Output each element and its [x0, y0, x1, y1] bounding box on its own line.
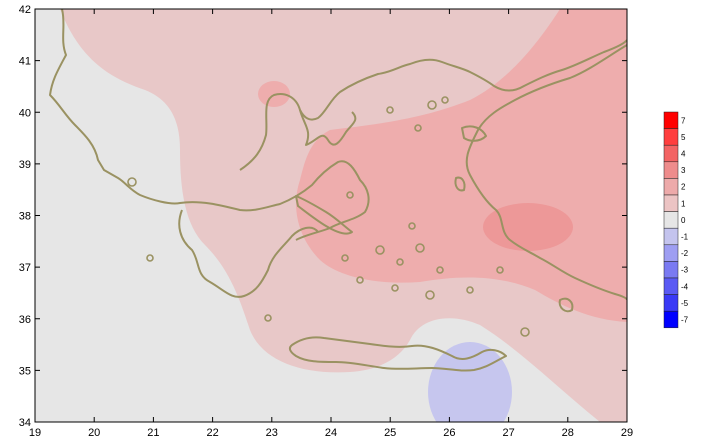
island — [386, 106, 394, 114]
legend-label: 7 — [681, 116, 686, 125]
x-tick-label: 26 — [443, 427, 455, 439]
legend-swatch — [663, 277, 679, 295]
island — [466, 286, 474, 294]
island — [396, 258, 404, 266]
y-tick-label: 41 — [19, 56, 31, 68]
y-tick-label: 39 — [19, 159, 31, 171]
x-tick-label: 21 — [147, 427, 159, 439]
x-tick-label: 22 — [206, 427, 218, 439]
x-tick-label: 25 — [384, 427, 396, 439]
island — [441, 96, 449, 104]
y-tick-label: 38 — [19, 211, 31, 223]
contour-field — [35, 9, 627, 422]
legend-swatch — [663, 178, 679, 196]
legend-swatch — [663, 144, 679, 163]
x-tick-label: 19 — [29, 427, 41, 439]
legend-label: 4 — [681, 150, 686, 159]
legend-label: -4 — [681, 282, 689, 291]
y-tick-label: 40 — [19, 107, 31, 119]
x-tick-label: 29 — [621, 427, 633, 439]
island — [436, 266, 444, 274]
field-negative-crete — [428, 342, 512, 422]
island — [427, 100, 437, 110]
legend-swatch — [663, 128, 679, 146]
legend-swatch — [663, 111, 679, 129]
coastline-chios — [454, 176, 466, 192]
coastline-chalkidiki — [299, 109, 357, 146]
island — [341, 254, 349, 262]
island — [415, 243, 425, 253]
legend-label: -1 — [681, 233, 689, 242]
field-level-3-east — [483, 203, 573, 251]
legend-label: -2 — [681, 249, 689, 258]
island — [520, 327, 530, 337]
x-tick-label: 23 — [266, 427, 278, 439]
island — [391, 284, 399, 292]
x-tick-label: 24 — [325, 427, 337, 439]
coastline-anatolia — [465, 44, 627, 301]
y-tick-label: 34 — [19, 417, 31, 429]
x-axis: 19 20 21 22 23 24 25 26 27 28 29 — [29, 9, 633, 439]
color-legend: 7 5 4 3 2 1 0 -1 -2 -3 -4 -5 -7 — [663, 111, 689, 329]
legend-swatch — [663, 161, 679, 179]
coastlines — [49, 9, 627, 372]
aegean-islands — [127, 96, 530, 337]
legend-label: 2 — [681, 183, 686, 192]
y-tick-label: 36 — [19, 314, 31, 326]
legend-swatch — [663, 310, 679, 329]
legend-label: -7 — [681, 316, 689, 325]
legend-swatch — [663, 244, 679, 262]
island — [414, 124, 422, 132]
coastline-evia — [295, 195, 353, 235]
legend-label: 5 — [681, 133, 686, 142]
coastline-lesvos — [461, 125, 487, 142]
coastline-peloponnese — [178, 209, 319, 298]
legend-swatch — [663, 194, 679, 212]
island — [375, 245, 385, 255]
y-axis: 34 35 36 37 38 39 40 41 42 — [19, 4, 627, 429]
island — [346, 191, 354, 199]
legend-label: -5 — [681, 299, 689, 308]
legend-swatch — [663, 227, 679, 246]
y-tick-label: 35 — [19, 365, 31, 377]
legend-label: 1 — [681, 199, 686, 208]
island — [146, 254, 154, 262]
x-tick-label: 27 — [502, 427, 514, 439]
y-tick-label: 37 — [19, 262, 31, 274]
legend-swatch — [663, 261, 679, 279]
legend-label: 3 — [681, 166, 686, 175]
legend-swatch — [663, 294, 679, 312]
island — [127, 177, 137, 187]
coastline-rhodes — [558, 297, 574, 313]
legend-label: 0 — [681, 216, 686, 225]
island — [408, 222, 416, 230]
island — [425, 290, 435, 300]
legend-label: -3 — [681, 266, 689, 275]
x-tick-label: 20 — [88, 427, 100, 439]
coastline-north-aegean — [239, 39, 627, 171]
island — [356, 276, 364, 284]
coastline-balkans — [49, 9, 370, 241]
y-tick-label: 42 — [19, 4, 31, 16]
legend-swatch — [663, 211, 679, 229]
island — [496, 266, 504, 274]
coastline-crete — [288, 336, 507, 372]
island — [264, 314, 272, 322]
x-tick-label: 28 — [562, 427, 574, 439]
